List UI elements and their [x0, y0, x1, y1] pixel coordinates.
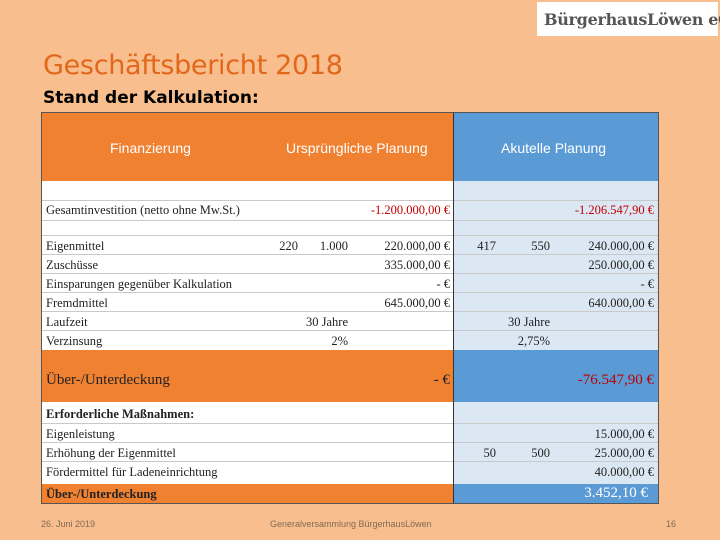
- final-band-blue: [454, 484, 658, 503]
- gridline: [42, 292, 658, 293]
- gridline: [42, 330, 658, 331]
- deficit-band-blue: [454, 350, 658, 402]
- header-blue: [454, 113, 658, 181]
- row-label: Laufzeit: [46, 315, 88, 329]
- calculation-table: Finanzierung Ursprüngliche Planung Akute…: [41, 112, 659, 504]
- row-current: 240.000,00 €: [588, 239, 654, 253]
- row-col-b: 30 Jahre: [306, 315, 348, 329]
- measure-label: Erhöhung der Eigenmittel: [46, 446, 176, 460]
- row-original: 220.000,00 €: [384, 239, 450, 253]
- gridline: [42, 442, 658, 443]
- row-current: 250.000,00 €: [588, 258, 654, 272]
- row-original: 335.000,00 €: [384, 258, 450, 272]
- right-panel-bottom: [454, 402, 658, 484]
- row-col-c: 2,75%: [517, 334, 550, 348]
- header-orange: [42, 113, 454, 181]
- logo: BürgerhausLöwen eG: [537, 2, 720, 36]
- measure-current: 40.000,00 €: [594, 465, 654, 479]
- row-col-d: 550: [531, 239, 550, 253]
- row-col-c: 417: [477, 239, 496, 253]
- gridline: [42, 200, 658, 201]
- row-current: - €: [640, 277, 654, 291]
- gridline: [42, 273, 658, 274]
- deficit-label: Über-/Unterdeckung: [46, 372, 170, 388]
- measures-heading: Erforderliche Maßnahmen:: [46, 407, 195, 421]
- final-deficit-current: 3.452,10 €: [584, 485, 648, 501]
- row-current: 640.000,00 €: [588, 296, 654, 310]
- gridline: [42, 220, 658, 221]
- header-financing: Finanzierung: [110, 140, 191, 156]
- measure-label: Fördermittel für Ladeneinrichtung: [46, 465, 218, 479]
- right-panel-top: [454, 181, 658, 350]
- measure-label: Eigenleistung: [46, 427, 115, 441]
- deficit-band-orange: [42, 350, 454, 402]
- measure-current: 15.000,00 €: [594, 427, 654, 441]
- row-col-a: 220: [279, 239, 298, 253]
- row-label: Zuschüsse: [46, 258, 99, 272]
- measure-current: 25.000,00 €: [594, 446, 654, 460]
- page-title: Geschäftsbericht 2018: [43, 50, 343, 81]
- footer-center: Generalversammlung BürgerhausLöwen: [270, 519, 432, 529]
- row-label: Einsparungen gegenüber Kalkulation: [46, 277, 233, 291]
- plan-divider: [453, 113, 454, 503]
- deficit-original: - €: [433, 372, 450, 388]
- gridline: [42, 254, 658, 255]
- row-original: 645.000,00 €: [384, 296, 450, 310]
- measure-col-d: 500: [531, 446, 550, 460]
- final-deficit-label: Über-/Unterdeckung: [46, 487, 157, 501]
- measure-col-c: 50: [483, 446, 497, 460]
- total-investment-label: Gesamtinvestition (netto ohne Mw.St.): [46, 203, 240, 217]
- gridline: [42, 311, 658, 312]
- header-current-plan: Akutelle Planung: [501, 140, 607, 156]
- footer-date: 26. Juni 2019: [41, 519, 96, 529]
- gridline: [42, 423, 658, 424]
- row-original: - €: [436, 277, 450, 291]
- row-col-c: 30 Jahre: [508, 315, 550, 329]
- row-label: Verzinsung: [46, 334, 103, 348]
- page-subtitle: Stand der Kalkulation:: [43, 88, 259, 108]
- row-col-b: 1.000: [319, 239, 348, 253]
- logo-text: BürgerhausLöwen eG: [544, 9, 720, 29]
- row-label: Eigenmittel: [46, 239, 105, 253]
- total-investment-original: -1.200.000,00 €: [370, 203, 450, 217]
- row-col-b: 2%: [331, 334, 348, 348]
- final-band-orange: [42, 484, 454, 503]
- row-label: Fremdmittel: [46, 296, 108, 310]
- page-number: 16: [666, 519, 677, 529]
- total-investment-current: -1.206.547,90 €: [574, 203, 654, 217]
- header-original-plan: Ursprüngliche Planung: [286, 140, 428, 156]
- gridline: [42, 461, 658, 462]
- gridline: [42, 235, 658, 236]
- deficit-current: -76.547,90 €: [577, 372, 654, 388]
